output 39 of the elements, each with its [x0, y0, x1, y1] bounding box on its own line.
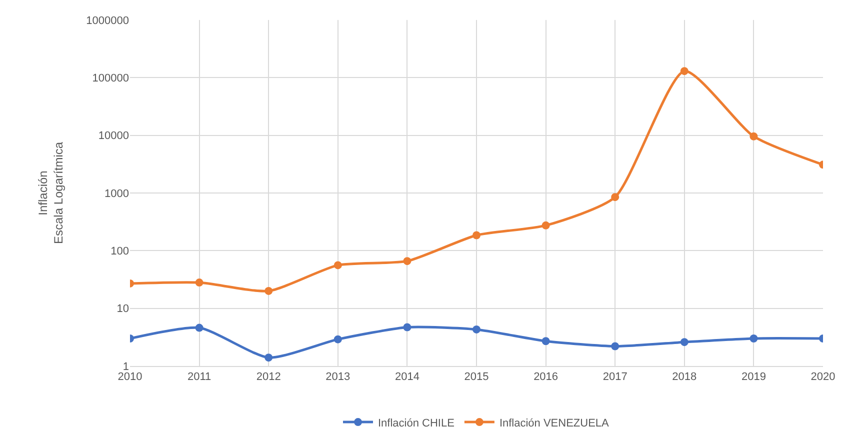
point — [750, 334, 758, 342]
x-tick-label: 2019 — [741, 371, 766, 384]
point — [403, 323, 412, 332]
y-axis-title: Inflación Escala Logarítmica — [36, 142, 66, 244]
point — [264, 286, 273, 295]
y-tick-label: 1000 — [104, 188, 129, 200]
y-tick-label: 100000 — [92, 72, 129, 85]
point — [680, 67, 688, 76]
point — [334, 261, 342, 270]
x-tick-label: 2017 — [602, 371, 628, 384]
legend-label: Inflación CHILE — [378, 417, 454, 430]
point — [542, 337, 550, 346]
point — [680, 338, 688, 346]
x-tick-label: 2016 — [534, 371, 558, 384]
point — [403, 257, 412, 266]
x-tick-label: 2010 — [118, 371, 142, 384]
x-tick-label: 2013 — [326, 371, 350, 384]
x-tick-label: 2012 — [256, 371, 281, 384]
legend-label: Inflación VENEZUELA — [499, 417, 610, 430]
point — [264, 354, 273, 362]
point — [611, 193, 620, 202]
x-tick-label: 2014 — [394, 371, 420, 384]
y-tick-label: 10000 — [98, 130, 129, 142]
x-tick-label: 2011 — [187, 371, 212, 384]
point — [195, 324, 204, 332]
point — [542, 221, 550, 230]
point — [750, 132, 758, 140]
point — [611, 342, 620, 350]
point — [334, 335, 342, 344]
y-tick-label: 1000000 — [86, 14, 129, 27]
point — [195, 278, 204, 287]
x-tick-label: 2020 — [810, 371, 836, 384]
point — [472, 325, 480, 334]
x-tick-label: 2018 — [672, 371, 697, 384]
y-tick-label: 10 — [116, 303, 129, 316]
y-tick-label: 1 — [122, 360, 129, 373]
y-tick-label: 100 — [110, 246, 129, 258]
x-tick-label: 2015 — [464, 371, 489, 384]
point — [472, 231, 480, 240]
